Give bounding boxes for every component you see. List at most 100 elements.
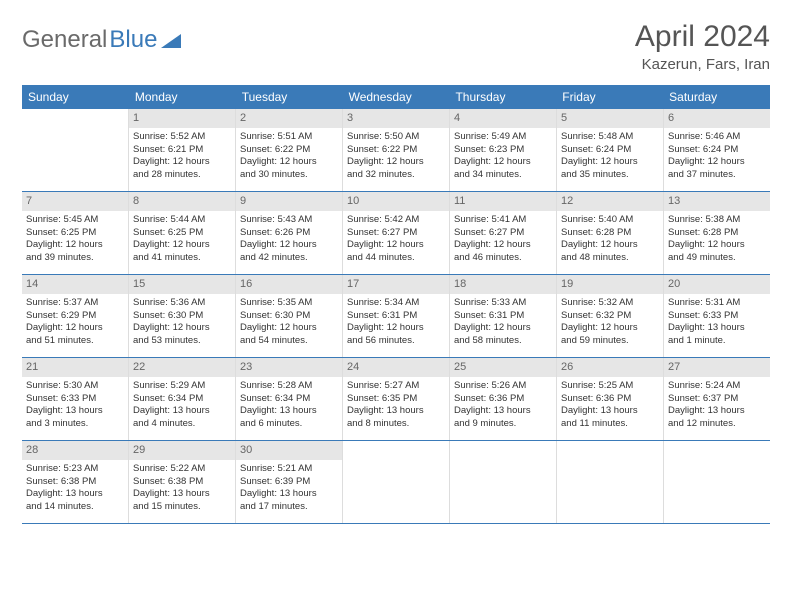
daylight-text: and 54 minutes. bbox=[240, 335, 338, 348]
calendar-cell: 26Sunrise: 5:25 AMSunset: 6:36 PMDayligh… bbox=[556, 358, 663, 440]
day-details: Sunrise: 5:22 AMSunset: 6:38 PMDaylight:… bbox=[129, 460, 235, 518]
day-details: Sunrise: 5:32 AMSunset: 6:32 PMDaylight:… bbox=[557, 294, 663, 352]
daylight-text: Daylight: 12 hours bbox=[668, 156, 766, 169]
daylight-text: Daylight: 13 hours bbox=[26, 488, 124, 501]
sunset-text: Sunset: 6:25 PM bbox=[133, 227, 231, 240]
day-details: Sunrise: 5:33 AMSunset: 6:31 PMDaylight:… bbox=[450, 294, 556, 352]
sunset-text: Sunset: 6:31 PM bbox=[454, 310, 552, 323]
sunrise-text: Sunrise: 5:46 AM bbox=[668, 131, 766, 144]
week-row: 28Sunrise: 5:23 AMSunset: 6:38 PMDayligh… bbox=[22, 441, 770, 524]
daylight-text: Daylight: 12 hours bbox=[133, 322, 231, 335]
sunrise-text: Sunrise: 5:38 AM bbox=[668, 214, 766, 227]
calendar-cell: 23Sunrise: 5:28 AMSunset: 6:34 PMDayligh… bbox=[235, 358, 342, 440]
week-row: 7Sunrise: 5:45 AMSunset: 6:25 PMDaylight… bbox=[22, 192, 770, 275]
sunrise-text: Sunrise: 5:26 AM bbox=[454, 380, 552, 393]
daylight-text: Daylight: 12 hours bbox=[26, 322, 124, 335]
sunset-text: Sunset: 6:28 PM bbox=[561, 227, 659, 240]
day-details: Sunrise: 5:31 AMSunset: 6:33 PMDaylight:… bbox=[664, 294, 770, 352]
daylight-text: Daylight: 12 hours bbox=[133, 239, 231, 252]
calendar-cell: 9Sunrise: 5:43 AMSunset: 6:26 PMDaylight… bbox=[235, 192, 342, 274]
location: Kazerun, Fars, Iran bbox=[635, 56, 770, 73]
day-details: Sunrise: 5:34 AMSunset: 6:31 PMDaylight:… bbox=[343, 294, 449, 352]
day-header-fri: Friday bbox=[556, 85, 663, 109]
calendar-cell bbox=[22, 109, 128, 191]
daylight-text: and 17 minutes. bbox=[240, 501, 338, 514]
day-number: 6 bbox=[664, 109, 770, 128]
daylight-text: and 4 minutes. bbox=[133, 418, 231, 431]
day-details: Sunrise: 5:36 AMSunset: 6:30 PMDaylight:… bbox=[129, 294, 235, 352]
sunset-text: Sunset: 6:23 PM bbox=[454, 144, 552, 157]
daylight-text: Daylight: 12 hours bbox=[561, 239, 659, 252]
week-row: 1 Sunrise: 5:52 AMSunset: 6:21 PM Daylight… bbox=[22, 109, 770, 192]
logo-text-1: General bbox=[22, 26, 107, 54]
sunset-text: Sunset: 6:37 PM bbox=[668, 393, 766, 406]
sunrise-text: Sunrise: 5:30 AM bbox=[26, 380, 124, 393]
sunset-text: Sunset: 6:24 PM bbox=[561, 144, 659, 157]
day-number: 18 bbox=[450, 275, 556, 294]
day-number: 17 bbox=[343, 275, 449, 294]
daylight-text: and 15 minutes. bbox=[133, 501, 231, 514]
day-details: Sunrise: 5:42 AMSunset: 6:27 PMDaylight:… bbox=[343, 211, 449, 269]
sunrise-text: Sunrise: 5:27 AM bbox=[347, 380, 445, 393]
calendar-cell bbox=[342, 441, 449, 523]
sunset-text: Sunset: 6:22 PM bbox=[347, 144, 445, 157]
calendar-cell bbox=[449, 441, 556, 523]
day-number: 10 bbox=[343, 192, 449, 211]
sunset-text: Sunset: 6:39 PM bbox=[240, 476, 338, 489]
sunrise-text: Sunrise: 5:32 AM bbox=[561, 297, 659, 310]
daylight-text: Daylight: 12 hours bbox=[240, 156, 338, 169]
day-details: Sunrise: 5:26 AMSunset: 6:36 PMDaylight:… bbox=[450, 377, 556, 435]
day-number: 9 bbox=[236, 192, 342, 211]
day-number: 19 bbox=[557, 275, 663, 294]
daylight-text: Daylight: 13 hours bbox=[668, 322, 766, 335]
day-header-sun: Sunday bbox=[22, 85, 129, 109]
daylight-text: and 35 minutes. bbox=[561, 169, 659, 182]
sunset-text: Sunset: 6:29 PM bbox=[26, 310, 124, 323]
day-number: 20 bbox=[664, 275, 770, 294]
weeks-container: 1 Sunrise: 5:52 AMSunset: 6:21 PM Daylight… bbox=[22, 109, 770, 524]
day-number: 1 bbox=[129, 109, 235, 128]
day-details: Sunrise: 5:45 AMSunset: 6:25 PMDaylight:… bbox=[22, 211, 128, 269]
daylight-text: and 58 minutes. bbox=[454, 335, 552, 348]
day-number: 15 bbox=[129, 275, 235, 294]
daylight-text: and 53 minutes. bbox=[133, 335, 231, 348]
day-header-tue: Tuesday bbox=[236, 85, 343, 109]
calendar-cell: 29Sunrise: 5:22 AMSunset: 6:38 PMDayligh… bbox=[128, 441, 235, 523]
sunrise-text: Sunrise: 5:52 AM bbox=[133, 131, 231, 144]
calendar-cell: 16Sunrise: 5:35 AMSunset: 6:30 PMDayligh… bbox=[235, 275, 342, 357]
daylight-text: Daylight: 12 hours bbox=[240, 322, 338, 335]
calendar-cell: 20Sunrise: 5:31 AMSunset: 6:33 PMDayligh… bbox=[663, 275, 770, 357]
day-number: 12 bbox=[557, 192, 663, 211]
calendar-cell: 25Sunrise: 5:26 AMSunset: 6:36 PMDayligh… bbox=[449, 358, 556, 440]
day-number: 22 bbox=[129, 358, 235, 377]
day-number: 7 bbox=[22, 192, 128, 211]
calendar-cell: 11Sunrise: 5:41 AMSunset: 6:27 PMDayligh… bbox=[449, 192, 556, 274]
calendar: Sunday Monday Tuesday Wednesday Thursday… bbox=[22, 85, 770, 524]
sunrise-text: Sunrise: 5:22 AM bbox=[133, 463, 231, 476]
day-details: Sunrise: 5:27 AMSunset: 6:35 PMDaylight:… bbox=[343, 377, 449, 435]
daylight-text: and 32 minutes. bbox=[347, 169, 445, 182]
day-number: 3 bbox=[343, 109, 449, 128]
daylight-text: Daylight: 13 hours bbox=[133, 488, 231, 501]
sunset-text: Sunset: 6:34 PM bbox=[240, 393, 338, 406]
daylight-text: and 12 minutes. bbox=[668, 418, 766, 431]
day-number: 13 bbox=[664, 192, 770, 211]
sunset-text: Sunset: 6:27 PM bbox=[347, 227, 445, 240]
daylight-text: and 14 minutes. bbox=[26, 501, 124, 514]
day-details: Sunrise: 5:38 AMSunset: 6:28 PMDaylight:… bbox=[664, 211, 770, 269]
sunset-text: Sunset: 6:21 PM bbox=[133, 144, 231, 157]
day-details: Sunrise: 5:49 AMSunset: 6:23 PMDaylight:… bbox=[450, 128, 556, 186]
calendar-cell bbox=[556, 441, 663, 523]
daylight-text: Daylight: 12 hours bbox=[26, 239, 124, 252]
daylight-text: Daylight: 12 hours bbox=[561, 156, 659, 169]
daylight-text: Daylight: 13 hours bbox=[240, 405, 338, 418]
sunrise-text: Sunrise: 5:35 AM bbox=[240, 297, 338, 310]
day-number: 14 bbox=[22, 275, 128, 294]
week-row: 21Sunrise: 5:30 AMSunset: 6:33 PMDayligh… bbox=[22, 358, 770, 441]
sunset-text: Sunset: 6:38 PM bbox=[26, 476, 124, 489]
daylight-text: and 28 minutes. bbox=[133, 169, 231, 182]
daylight-text: and 41 minutes. bbox=[133, 252, 231, 265]
calendar-cell: 19Sunrise: 5:32 AMSunset: 6:32 PMDayligh… bbox=[556, 275, 663, 357]
daylight-text: and 44 minutes. bbox=[347, 252, 445, 265]
day-number: 11 bbox=[450, 192, 556, 211]
